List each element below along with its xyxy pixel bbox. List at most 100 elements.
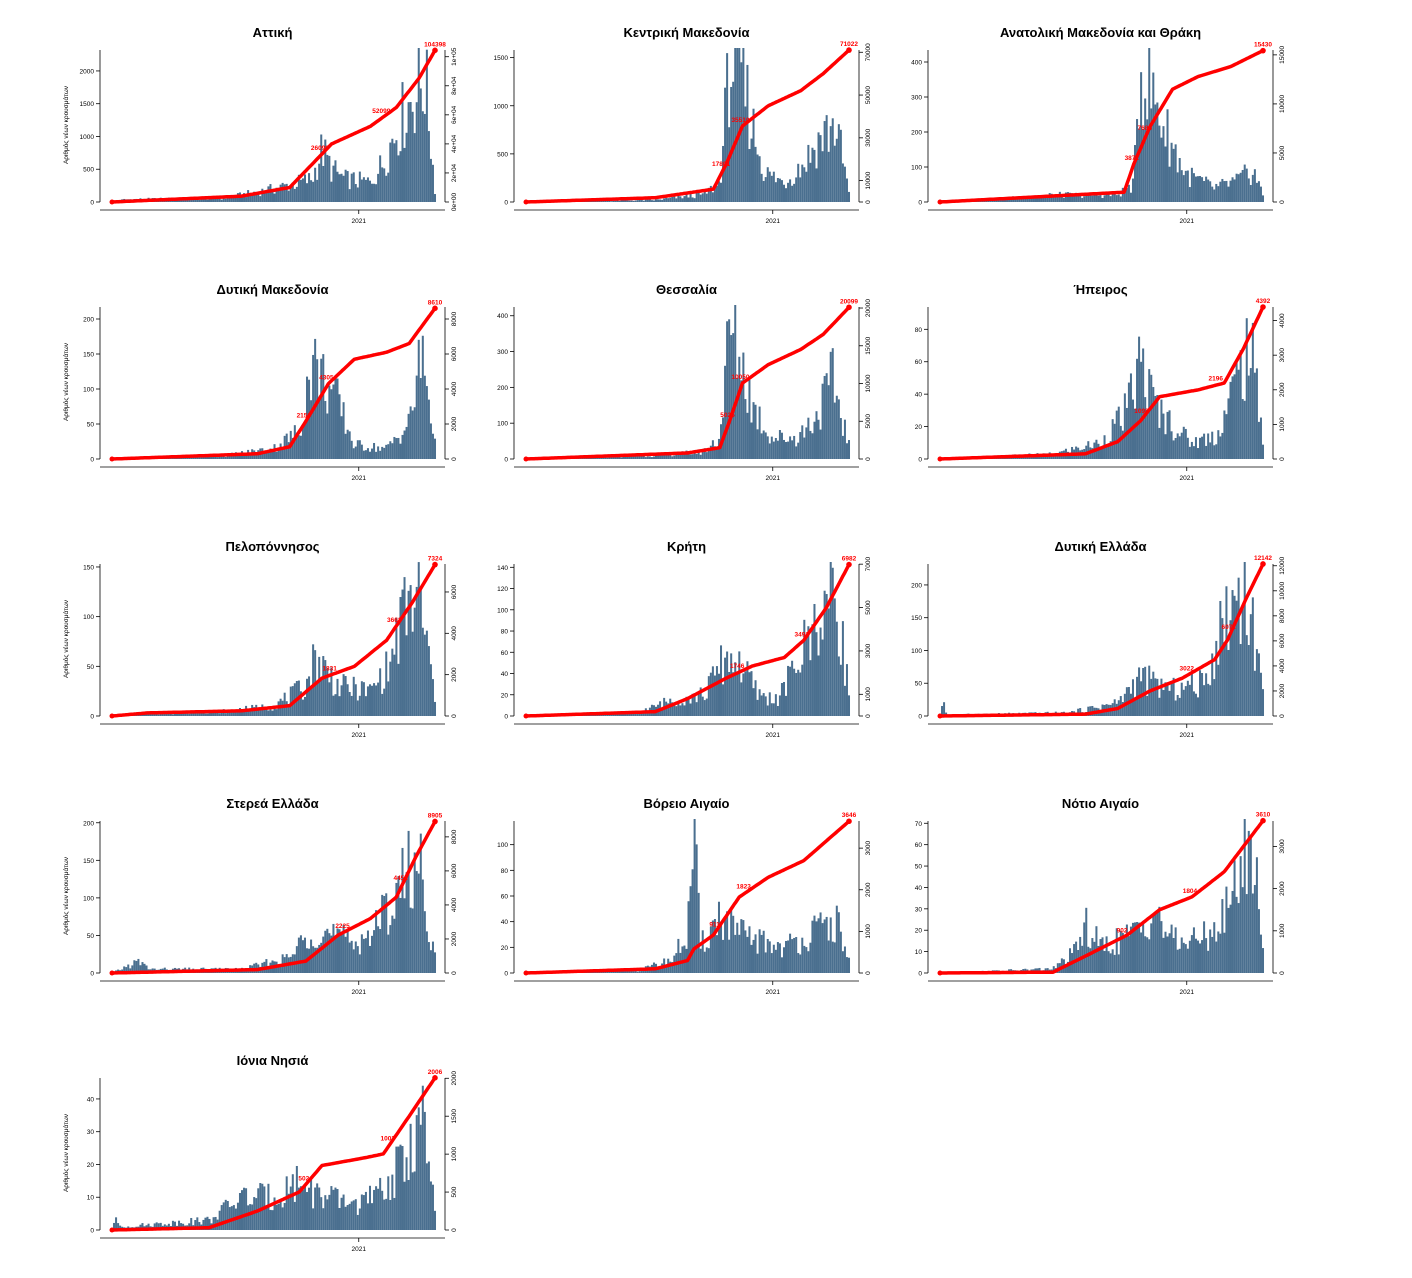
bar	[404, 1182, 406, 1230]
bar	[389, 1200, 391, 1230]
bar	[1102, 937, 1104, 973]
bar	[645, 457, 647, 459]
bar	[690, 704, 692, 716]
bar	[345, 1207, 347, 1230]
bar	[336, 679, 338, 716]
chart-title: Στερεά Ελλάδα	[226, 796, 318, 811]
bar	[353, 677, 355, 716]
bar	[1199, 438, 1201, 459]
bar	[822, 923, 824, 973]
bar	[820, 135, 822, 202]
bar	[284, 693, 286, 716]
bar	[742, 673, 744, 716]
bar	[320, 1197, 322, 1230]
bar	[306, 1192, 308, 1230]
bar	[404, 577, 406, 716]
bar	[1217, 430, 1219, 459]
data-label: 26098	[311, 145, 329, 152]
bar	[302, 700, 304, 716]
bar	[363, 939, 365, 973]
x-tick-label: 2021	[766, 989, 781, 996]
bar	[842, 621, 844, 716]
bar	[818, 655, 820, 716]
y2-tick-label: 15000	[1279, 45, 1286, 63]
bar	[1207, 684, 1209, 716]
bar	[1248, 645, 1250, 716]
bar	[271, 452, 273, 459]
bar	[655, 199, 657, 202]
bar	[334, 694, 336, 716]
data-label: 8610	[428, 299, 443, 306]
bar	[805, 172, 807, 202]
data-label: 15430	[1254, 42, 1272, 49]
bar	[383, 1200, 385, 1230]
bar	[811, 148, 813, 202]
bar	[805, 427, 807, 459]
y-tick-label: 0	[90, 457, 94, 464]
bar	[720, 922, 722, 973]
bar	[274, 194, 276, 202]
y2-tick-label: 0	[451, 971, 458, 975]
bar	[434, 194, 436, 202]
bar	[822, 640, 824, 716]
x-tick-label: 2021	[766, 475, 781, 482]
cumulative-start-point	[938, 200, 943, 205]
bar	[408, 102, 410, 202]
bar	[422, 628, 424, 716]
bar	[310, 180, 312, 202]
bar	[1162, 414, 1164, 459]
bar	[809, 943, 811, 973]
bar	[1244, 562, 1246, 716]
bar	[734, 662, 736, 716]
bar	[404, 431, 406, 459]
bar	[1195, 437, 1197, 459]
bar	[1201, 940, 1203, 973]
bar	[783, 682, 785, 716]
bar	[614, 201, 616, 202]
bar	[355, 1199, 357, 1230]
y-tick-label: 100	[497, 842, 508, 849]
bar	[1195, 694, 1197, 716]
bar	[1164, 434, 1166, 459]
chart-svg: Βόρειο Αιγαίο911182336460204060801000100…	[472, 791, 872, 1021]
y2-tick-label: 1000	[451, 1147, 458, 1162]
y2-tick-label: 6000	[1279, 633, 1286, 648]
bar	[1183, 690, 1185, 716]
bar	[726, 911, 728, 973]
bar	[306, 679, 308, 716]
y2-tick-label: 10000	[865, 171, 872, 189]
bar	[1073, 944, 1075, 973]
bar	[793, 436, 795, 459]
bar	[1140, 681, 1142, 716]
bar	[637, 200, 639, 202]
bars-group	[527, 562, 850, 716]
bar	[389, 441, 391, 459]
bar	[690, 886, 692, 973]
data-label: 2225	[335, 923, 350, 930]
bar	[815, 411, 817, 459]
bar	[1217, 665, 1219, 716]
bar	[1073, 196, 1075, 202]
bar	[1193, 446, 1195, 459]
bar	[679, 705, 681, 716]
bar	[420, 1125, 422, 1230]
bar	[750, 945, 752, 973]
bar	[373, 1190, 375, 1230]
bar	[349, 189, 351, 202]
bar	[787, 442, 789, 459]
bar	[314, 339, 316, 459]
bar	[373, 930, 375, 973]
bar	[848, 192, 850, 202]
bar	[1169, 167, 1171, 202]
bar	[828, 608, 830, 716]
bar	[391, 443, 393, 459]
bar	[700, 455, 702, 459]
y-tick-label: 10	[915, 949, 923, 956]
bar	[353, 949, 355, 973]
bar	[349, 431, 351, 459]
bar	[359, 696, 361, 716]
bar	[641, 200, 643, 202]
bar	[217, 199, 219, 202]
data-label: 1746	[730, 663, 745, 670]
